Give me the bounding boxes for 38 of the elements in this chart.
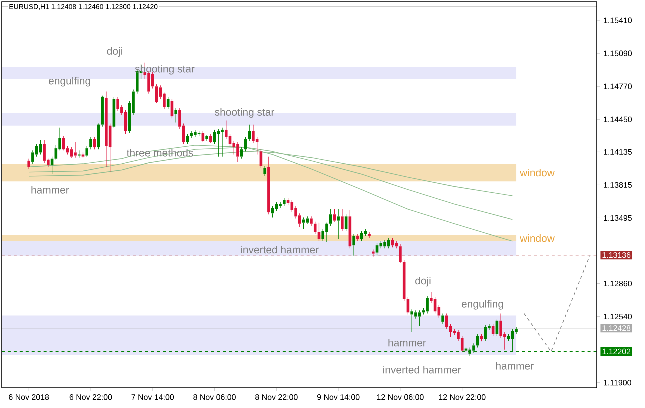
annotation: inverted hammer: [241, 246, 319, 254]
candlestick: [399, 244, 402, 264]
candlestick: [264, 166, 266, 177]
candlestick: [500, 313, 502, 339]
annotation: inverted hammer: [384, 366, 462, 374]
candlestick: [206, 134, 208, 142]
candlestick: [194, 130, 197, 138]
annotation: hammer: [32, 186, 70, 194]
annotation: engulfing: [49, 77, 90, 87]
candlestick: [368, 232, 371, 239]
candlestick: [190, 130, 193, 139]
annotation: hammer: [496, 362, 534, 370]
candlestick: [252, 124, 255, 144]
candlestick: [32, 150, 34, 164]
band-label: window: [520, 168, 555, 177]
band-label: window: [520, 234, 555, 242]
candlestick: [279, 202, 282, 209]
annotation: engulfing: [462, 300, 504, 310]
candlestick: [105, 91, 108, 168]
annotation: doji: [416, 276, 431, 287]
candlestick: [414, 310, 418, 320]
candlestick: [90, 136, 92, 150]
candlestick: [442, 313, 444, 324]
candlestick: [426, 296, 429, 314]
candlestick: [74, 142, 77, 158]
candlestick: [221, 128, 224, 158]
candlestick: [43, 140, 46, 164]
candlestick: [352, 234, 356, 256]
annotation: doji: [107, 47, 122, 58]
candlestick: [268, 156, 270, 215]
annotation: shooting star: [215, 108, 275, 118]
candlestick: [384, 240, 386, 249]
annotation: hammer: [388, 338, 426, 347]
candlestick: [341, 209, 344, 232]
candlestick: [116, 96, 120, 112]
candlestick: [326, 222, 328, 243]
candlestick: [236, 142, 240, 162]
candlestick: [310, 216, 313, 226]
